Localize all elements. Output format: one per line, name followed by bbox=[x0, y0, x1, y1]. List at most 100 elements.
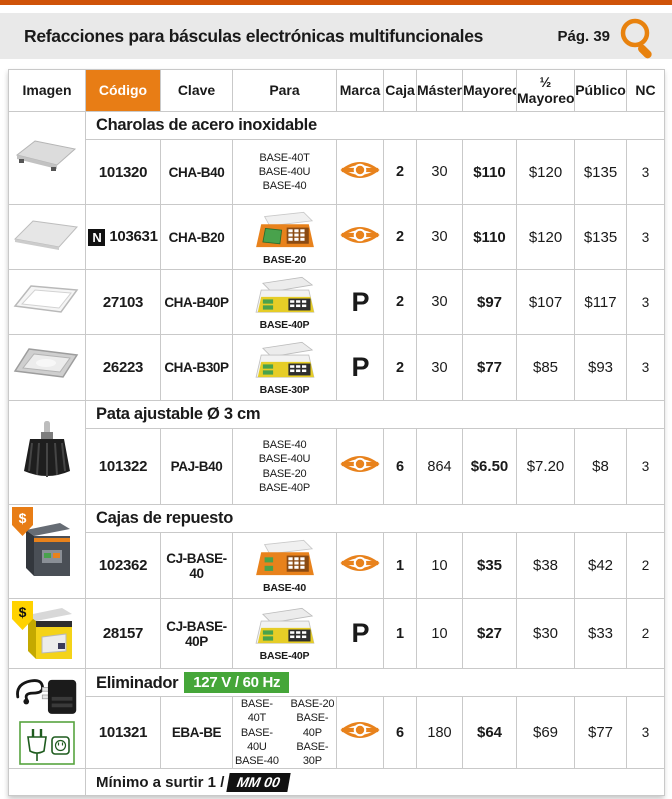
truper-logo-icon bbox=[340, 455, 380, 473]
row-publico: $117 bbox=[574, 269, 627, 335]
row-mayoreo: $110 bbox=[462, 204, 517, 270]
row-clave: CHA-B30P bbox=[160, 334, 233, 401]
search-icon[interactable] bbox=[618, 17, 658, 61]
row-codigo: 102362 bbox=[85, 532, 161, 599]
row-medio-mayoreo: $120 bbox=[516, 139, 575, 205]
product-image-cell: $ bbox=[8, 598, 86, 669]
row-master: 30 bbox=[416, 139, 463, 205]
row-mayoreo: $110 bbox=[462, 139, 517, 205]
footer-row: Mínimo a surtir 1 /MM 00 bbox=[8, 768, 665, 797]
truper-logo-icon bbox=[340, 226, 380, 243]
section-title: Pata ajustable Ø 3 cm bbox=[85, 400, 665, 429]
row-master: 30 bbox=[416, 204, 463, 270]
table-row: 27103 CHA-B40P BASE-40P P 2 30 $97 $10 bbox=[8, 269, 665, 335]
row-mayoreo: $6.50 bbox=[462, 428, 517, 505]
row-codigo: 27103 bbox=[85, 269, 161, 335]
para-label: BASE-40P bbox=[259, 318, 310, 331]
row-nc: 3 bbox=[626, 428, 665, 505]
scale-image-base-40p bbox=[255, 276, 314, 313]
table-row: 26223 CHA-B30P BASE-30P P 2 30 $77 $85 bbox=[8, 334, 665, 401]
product-image-cell bbox=[8, 400, 86, 505]
row-nc: 3 bbox=[626, 334, 665, 401]
row-medio-mayoreo: $30 bbox=[516, 598, 575, 669]
row-clave: PAJ-B40 bbox=[160, 428, 233, 505]
row-codigo: 28157 bbox=[85, 598, 161, 669]
page-number: Pág. 39 bbox=[557, 27, 610, 45]
row-codigo: 103631 bbox=[109, 228, 158, 246]
product-image-foot-paj-b40 bbox=[24, 421, 70, 477]
row-master: 10 bbox=[416, 598, 463, 669]
catalog-table: Imagen Código Clave Para Marca Caja Mást… bbox=[8, 69, 665, 797]
col-header-nc: NC bbox=[626, 69, 665, 112]
para-column-2: BASE-20 BASE-40P BASE-30P bbox=[290, 698, 335, 768]
row-codigo: 101320 bbox=[85, 139, 161, 205]
row-caja: 1 bbox=[383, 532, 417, 599]
sale-badge: $ bbox=[12, 601, 33, 630]
col-header-para: Para bbox=[232, 69, 337, 112]
para-list: BASE-40T BASE-40U BASE-40 BASE-20 BASE-4… bbox=[234, 698, 336, 768]
row-master: 864 bbox=[416, 428, 463, 505]
row-medio-mayoreo: $7.20 bbox=[516, 428, 575, 505]
row-clave: CHA-B40 bbox=[160, 139, 233, 205]
title-band: Refacciones para básculas electrónicas m… bbox=[0, 13, 672, 59]
row-clave: CHA-B40P bbox=[160, 269, 233, 335]
row-nc: 3 bbox=[626, 139, 665, 205]
page-title: Refacciones para básculas electrónicas m… bbox=[24, 25, 484, 46]
scale-image-base-20 bbox=[255, 211, 314, 247]
product-image-box-cj-base-40 bbox=[26, 523, 70, 576]
row-mayoreo: $77 bbox=[462, 334, 517, 401]
row-clave: EBA-BE bbox=[160, 695, 233, 770]
table-row: $ 28157 CJ-BASE-40P bbox=[8, 598, 665, 669]
section-row: Pata ajustable Ø 3 cm bbox=[8, 400, 665, 505]
scale-image-base-30p bbox=[255, 341, 314, 378]
row-medio-mayoreo: $69 bbox=[516, 695, 575, 770]
row-nc: 3 bbox=[626, 695, 665, 770]
col-header-master: Máster bbox=[416, 69, 463, 112]
section-title: Eliminador bbox=[96, 674, 179, 692]
row-clave: CJ-BASE-40P bbox=[160, 598, 233, 669]
min-supply-text: Mínimo a surtir 1 / bbox=[96, 773, 225, 791]
section-row: Eliminador 127 V / 60 Hz bbox=[8, 667, 665, 770]
row-mayoreo: $97 bbox=[462, 269, 517, 335]
footer-empty-cell bbox=[8, 768, 86, 797]
row-mayoreo: $64 bbox=[462, 695, 517, 770]
table-row: 101320 CHA-B40 BASE-40T BASE-40U BASE-40… bbox=[9, 139, 665, 205]
row-caja: 2 bbox=[383, 204, 417, 270]
row-caja: 2 bbox=[383, 269, 417, 335]
row-mayoreo: $27 bbox=[462, 598, 517, 669]
col-header-codigo: Código bbox=[85, 69, 161, 112]
product-image-box-cj-base-40p bbox=[28, 608, 72, 659]
col-header-imagen: Imagen bbox=[8, 69, 86, 112]
product-image-cell: $ bbox=[8, 504, 86, 599]
table-row: 101322 PAJ-B40 BASE-40 BASE-40U BASE-20 … bbox=[9, 428, 665, 505]
min-supply-badge: MM 00 bbox=[226, 772, 291, 792]
truper-logo-icon bbox=[340, 554, 380, 572]
product-image-cell bbox=[8, 334, 86, 401]
row-master: 30 bbox=[416, 334, 463, 401]
row-publico: $93 bbox=[574, 334, 627, 401]
row-master: 180 bbox=[416, 695, 463, 770]
row-caja: 6 bbox=[383, 695, 417, 770]
row-medio-mayoreo: $120 bbox=[516, 204, 575, 270]
row-master: 30 bbox=[416, 269, 463, 335]
truper-logo-icon bbox=[340, 161, 380, 178]
row-mayoreo: $35 bbox=[462, 532, 517, 599]
row-caja: 6 bbox=[383, 428, 417, 505]
row-publico: $8 bbox=[574, 428, 627, 505]
para-label: BASE-40 bbox=[263, 582, 306, 594]
section-title: Cajas de repuesto bbox=[85, 504, 665, 533]
para-label: BASE-20 bbox=[263, 253, 306, 266]
row-medio-mayoreo: $85 bbox=[516, 334, 575, 401]
product-image-cell bbox=[8, 269, 86, 335]
row-nc: 2 bbox=[626, 598, 665, 669]
sale-badge: $ bbox=[12, 507, 33, 536]
col-header-caja: Caja bbox=[383, 69, 417, 112]
row-caja: 2 bbox=[383, 334, 417, 401]
row-publico: $135 bbox=[574, 204, 627, 270]
col-header-publico: Público bbox=[574, 69, 627, 112]
row-caja: 1 bbox=[383, 598, 417, 669]
product-image-cell bbox=[8, 111, 86, 205]
section-title: Charolas de acero inoxidable bbox=[85, 111, 665, 140]
row-clave: CHA-B20 bbox=[160, 204, 233, 270]
para-list: BASE-40T BASE-40U BASE-40 bbox=[258, 151, 311, 193]
